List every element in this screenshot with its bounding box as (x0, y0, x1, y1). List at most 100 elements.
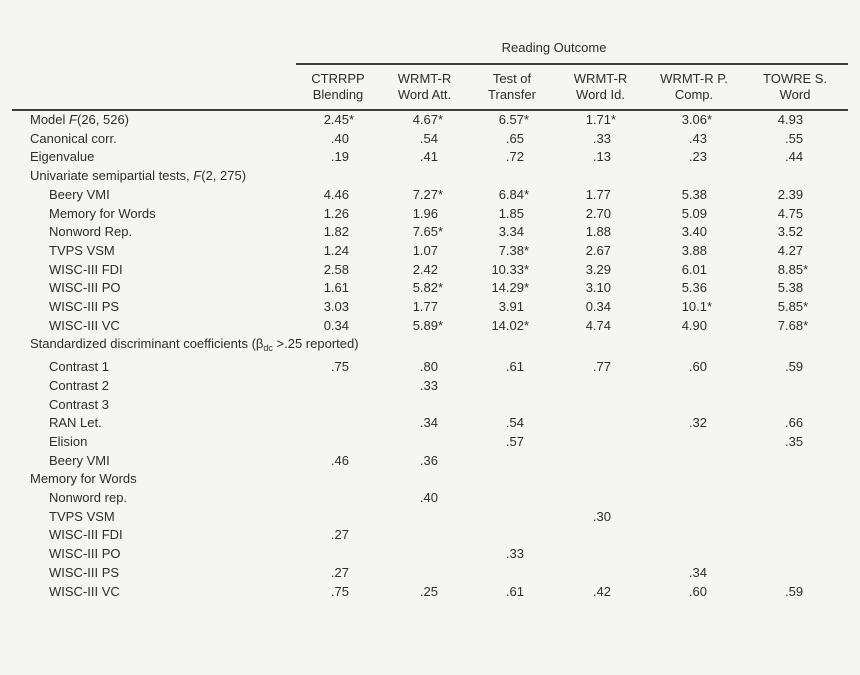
cell-value: 5.85* (742, 298, 848, 317)
cell-number: 1.26 (323, 205, 349, 221)
column-header-line2: Blending (312, 87, 364, 102)
cell-number: .72 (505, 149, 524, 165)
cell-number: .25 (419, 583, 438, 599)
cell-value (380, 508, 469, 527)
cell-value (469, 526, 555, 545)
cell-number: 4.93 (777, 112, 804, 127)
cell-number: 1.85 (498, 205, 524, 221)
table-row: Contrast 2 .33 (12, 377, 848, 396)
row-label-text: (26, 526) (76, 112, 130, 127)
cell-number: 3.06 (681, 112, 707, 127)
table-row: Canonical corr. .40 .54 .65 .33 .43 .55 (12, 130, 848, 149)
cell-number: 6.01 (681, 261, 707, 277)
row-label-text: Contrast 1 (49, 359, 109, 375)
significance-asterisk: * (707, 299, 713, 315)
cell-value: 6.84* (469, 186, 555, 205)
table-row: TVPS VSM .30 (12, 508, 848, 527)
cell-value: 2.67 (555, 242, 646, 261)
table-row: Standardized discriminant coefficients (… (12, 335, 848, 358)
row-label-text: WISC-III PO (49, 546, 121, 562)
row-label: WISC-III PS (12, 564, 296, 583)
row-label-text: Contrast 2 (49, 377, 109, 393)
cell-value (469, 167, 555, 186)
cell-value: 1.88 (555, 223, 646, 242)
row-label-text: WISC-III FDI (49, 527, 123, 543)
cell-value (469, 335, 555, 358)
row-label-text: dc (263, 343, 273, 354)
cell-number: .54 (419, 130, 438, 146)
table-row: WISC-III PS .27 .34 (12, 564, 848, 583)
cell-number: 1.88 (585, 224, 611, 240)
row-label-text: (2, 275) (201, 168, 247, 184)
cell-value: 2.39 (742, 186, 848, 205)
cell-number: 4.74 (585, 317, 611, 333)
column-header-wrmtr-word-att: WRMT-R Word Att. (380, 64, 469, 111)
cell-value (380, 167, 469, 186)
cell-number: .40 (419, 490, 438, 506)
cell-number: .55 (784, 130, 804, 146)
cell-number: 8.85 (777, 261, 804, 277)
cell-value: 4.75 (742, 205, 848, 224)
cell-value (742, 167, 848, 186)
cell-value: 10.1* (646, 298, 742, 317)
cell-value: .54 (469, 414, 555, 433)
row-label-text: Model (30, 112, 70, 127)
cell-value: .19 (296, 148, 380, 167)
significance-asterisk: * (438, 186, 444, 202)
cell-number: 1.71 (585, 112, 611, 127)
row-label: Nonword Rep. (12, 223, 296, 242)
cell-value: 14.29* (469, 279, 555, 298)
cell-value (555, 489, 646, 508)
cell-value (555, 414, 646, 433)
cell-number: .60 (688, 583, 707, 599)
cell-value (296, 414, 380, 433)
table-row: WISC-III FDI 2.58 2.42 10.33* 3.29 6.01 8.85* (12, 261, 848, 280)
cell-value: .35 (742, 433, 848, 452)
cell-value: 3.10 (555, 279, 646, 298)
significance-asterisk: * (524, 261, 530, 277)
cell-value: 5.89* (380, 317, 469, 336)
table-row: Memory for Words (12, 470, 848, 489)
cell-value: .40 (380, 489, 469, 508)
cell-value: .54 (380, 130, 469, 149)
cell-value: 3.52 (742, 223, 848, 242)
cell-value: 2.45* (296, 110, 380, 130)
cell-value: 4.46 (296, 186, 380, 205)
row-label-text: Elision (49, 433, 88, 449)
cell-value (742, 526, 848, 545)
cell-value: 5.38 (742, 279, 848, 298)
cell-value: 7.27* (380, 186, 469, 205)
cell-value: .61 (469, 358, 555, 377)
column-header-line2: Word (779, 87, 811, 102)
cell-value: 3.34 (469, 223, 555, 242)
cell-value: .46 (296, 452, 380, 471)
cell-number: 5.82 (412, 280, 438, 296)
table-row: Beery VMI 4.46 7.27* 6.84* 1.77 5.38 2.39 (12, 186, 848, 205)
cell-value (742, 564, 848, 583)
cell-value: .27 (296, 564, 380, 583)
cell-value (555, 377, 646, 396)
row-label: Canonical corr. (12, 130, 296, 149)
cell-value (380, 526, 469, 545)
cell-number: 5.09 (681, 205, 707, 221)
table-row: Nonword rep. .40 (12, 489, 848, 508)
row-label-text: WISC-III FDI (49, 261, 123, 277)
significance-asterisk: * (524, 280, 530, 296)
row-label-text: F (193, 168, 202, 184)
spanner-spacer (12, 34, 296, 64)
cell-value: 3.88 (646, 242, 742, 261)
table-row: Model F(26, 526) 2.45* 4.67* 6.57* 1.71* 3.06… (12, 110, 848, 130)
table-row: Contrast 3 (12, 396, 848, 415)
cell-number: 0.34 (585, 299, 611, 315)
cell-number: .27 (330, 527, 349, 543)
cell-number: .33 (419, 377, 438, 393)
cell-value: .65 (469, 130, 555, 149)
column-header-row: CTRRPP Blending WRMT-R Word Att. Test of Tr… (12, 64, 849, 111)
cell-value: 1.07 (380, 242, 469, 261)
cell-number: 6.84 (498, 186, 524, 202)
cell-value (742, 377, 848, 396)
table-row: WISC-III VC 0.34 5.89* 14.02* 4.74 4.90 7.68* (12, 317, 848, 336)
cell-number: .60 (688, 359, 707, 375)
row-label-text: Univariate semipartial tests, (30, 168, 194, 184)
row-label-text: F (69, 112, 77, 127)
